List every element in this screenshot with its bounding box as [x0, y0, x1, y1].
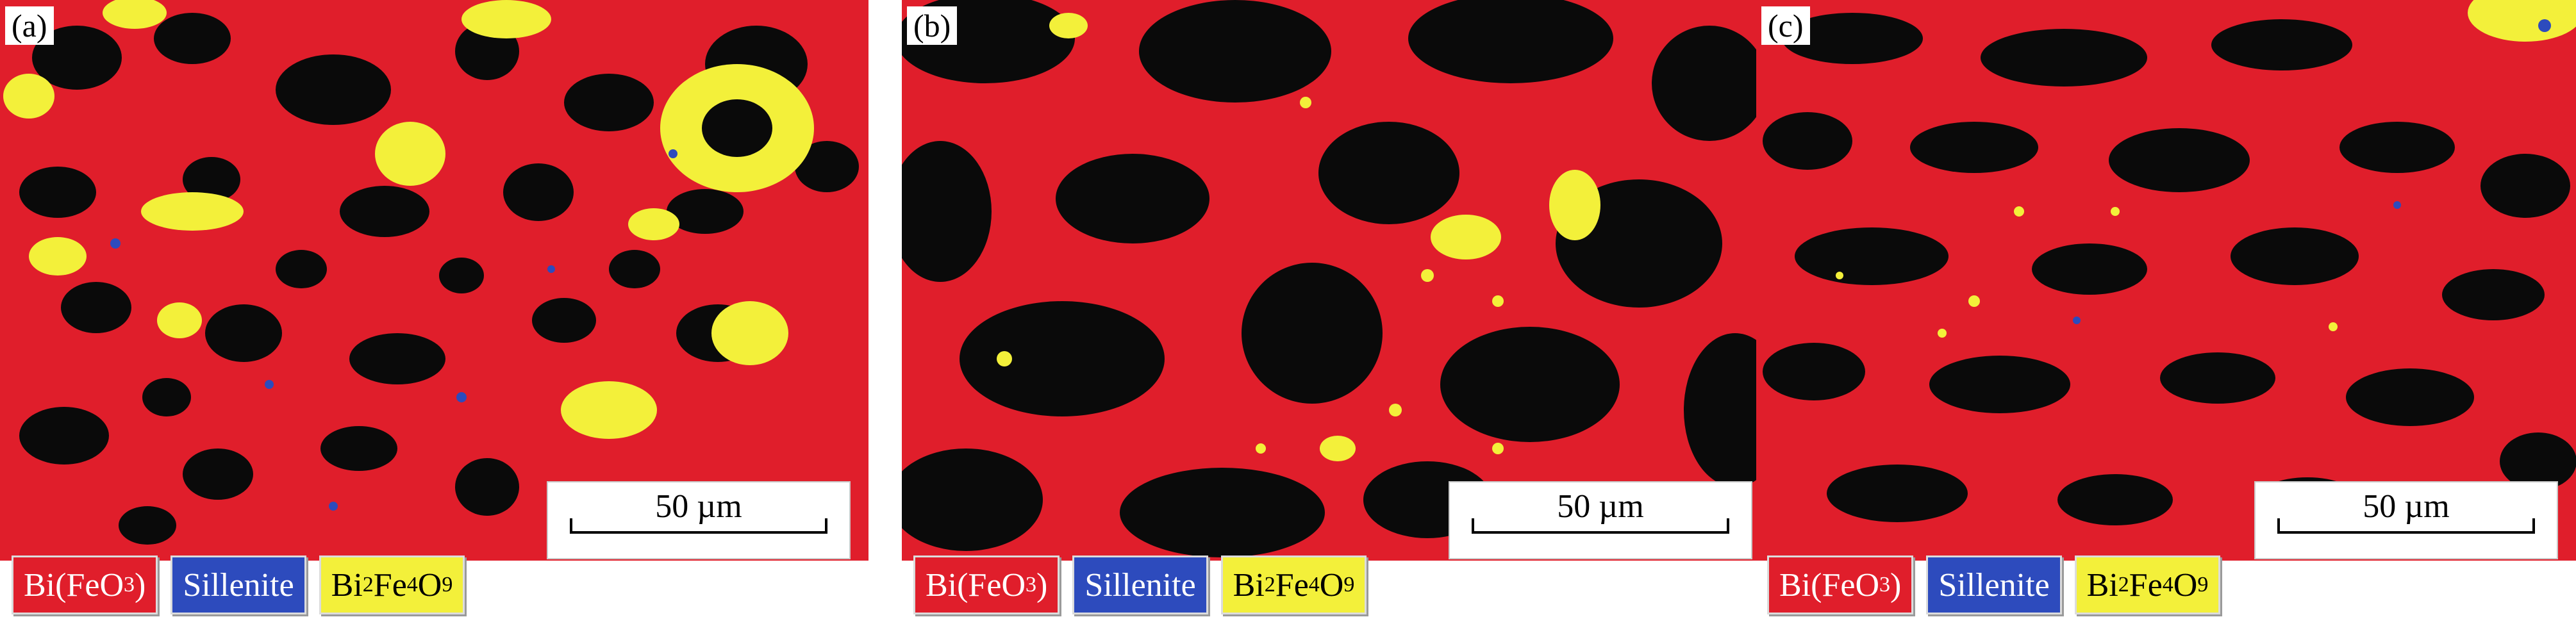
- micrograph-panel-c: (c) 50 µm: [1756, 0, 2576, 561]
- scale-bar-label-c: 50 µm: [2363, 488, 2450, 525]
- scale-bar-c: 50 µm: [2254, 481, 2558, 559]
- scale-bar-b: 50 µm: [1449, 481, 1752, 559]
- panel-tag-c: (c): [1761, 6, 1810, 45]
- legend-sillenite: Sillenite: [170, 555, 306, 614]
- legend-bi2fe4o9: Bi 2 Fe 4 O 9: [1220, 555, 1367, 614]
- legend-a: Bi(FeO 3) Sillenite Bi 2 Fe 4 O 9: [12, 555, 465, 614]
- legend-b: Bi(FeO 3) Sillenite Bi 2 Fe 4 O 9: [913, 555, 1367, 614]
- legend-bi2fe4o9: Bi 2 Fe 4 O 9: [2074, 555, 2221, 614]
- legend-c: Bi(FeO 3) Sillenite Bi 2 Fe 4 O 9: [1767, 555, 2221, 614]
- phase-map-c: [1756, 0, 2576, 561]
- legend-bifeo3: Bi(FeO 3): [1767, 555, 1914, 614]
- legend-sillenite: Sillenite: [1926, 555, 2062, 614]
- scale-bar-label-a: 50 µm: [655, 488, 742, 525]
- phase-map-b: [902, 0, 1770, 561]
- legend-bifeo3: Bi(FeO 3): [12, 555, 158, 614]
- legend-sillenite: Sillenite: [1072, 555, 1208, 614]
- legend-bifeo3: Bi(FeO 3): [913, 555, 1060, 614]
- micrograph-panel-a: (a) 50 µm: [0, 0, 868, 561]
- legend-bi2fe4o9: Bi 2 Fe 4 O 9: [319, 555, 465, 614]
- phase-map-a: [0, 0, 868, 561]
- scale-bar-a: 50 µm: [547, 481, 851, 559]
- scale-bar-line-c: [2277, 531, 2535, 534]
- panel-tag-a: (a): [5, 6, 54, 45]
- panel-tag-b: (b): [907, 6, 958, 45]
- scale-bar-line-a: [570, 531, 827, 534]
- scale-bar-label-b: 50 µm: [1557, 488, 1644, 525]
- scale-bar-line-b: [1472, 531, 1729, 534]
- micrograph-panel-b: (b) 50 µm: [902, 0, 1770, 561]
